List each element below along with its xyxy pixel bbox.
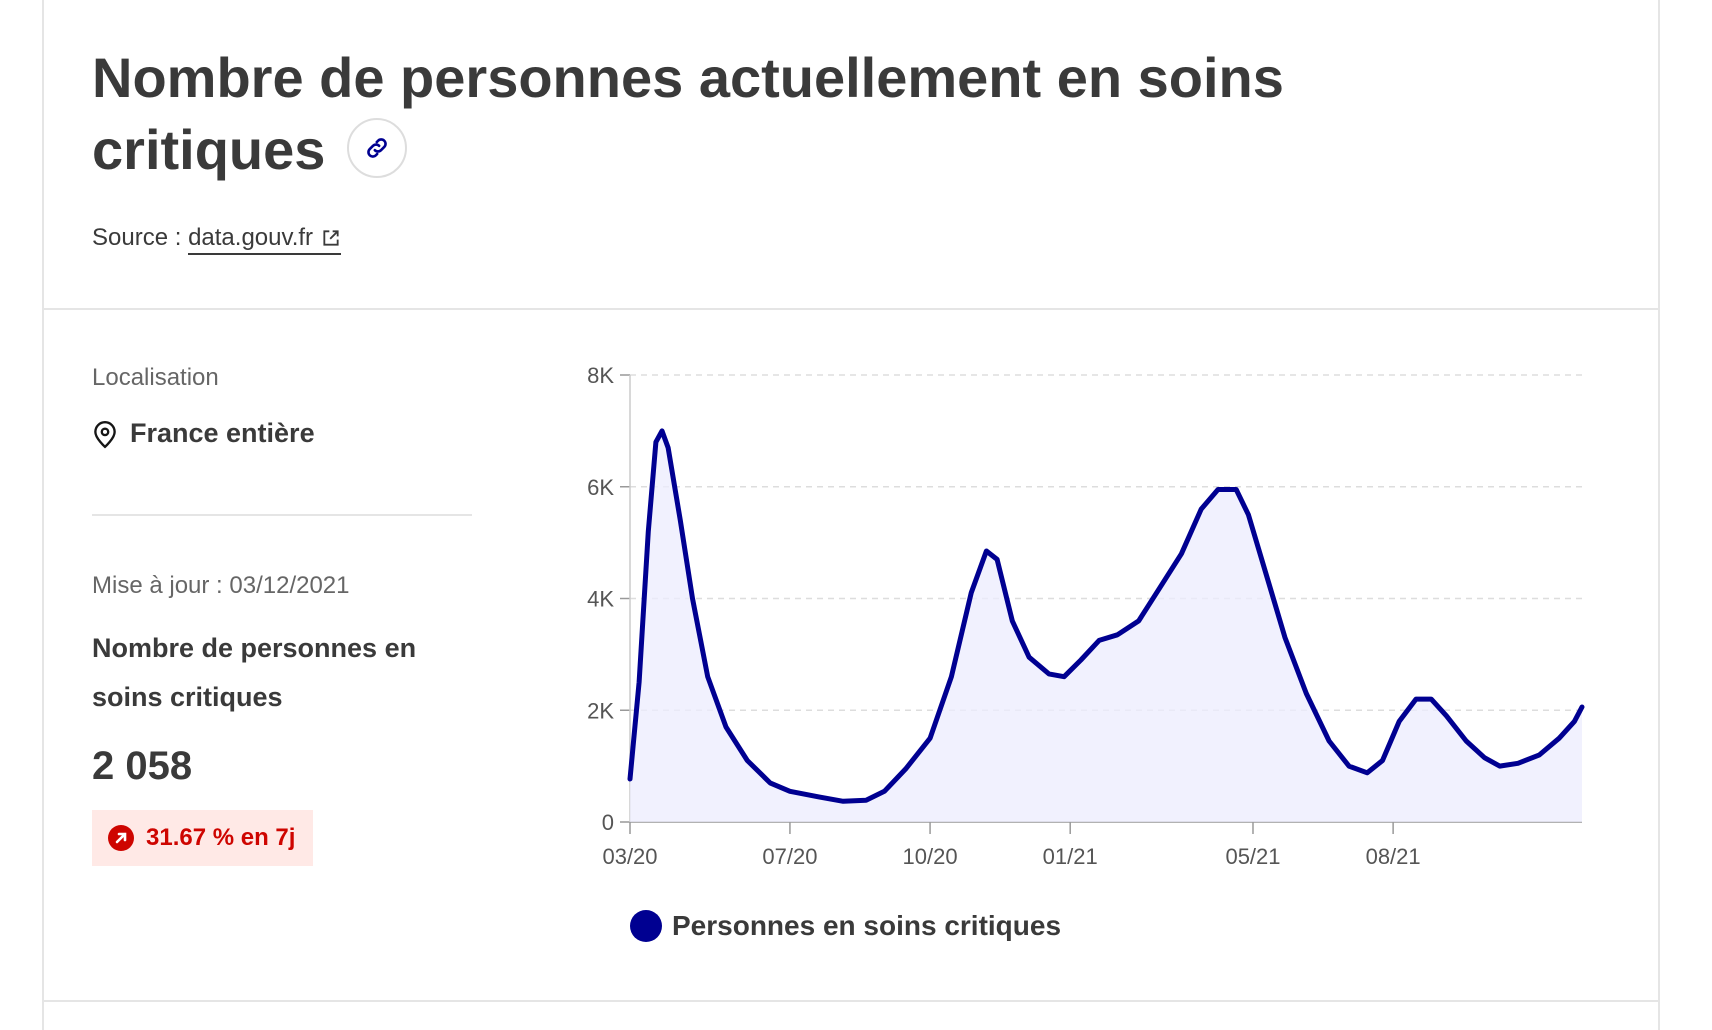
chart-legend: Personnes en soins critiques xyxy=(630,910,1061,942)
critical-care-chart: 0 2K 4K 6K 8K 03/20 07/20 10/20 01/21 05/21 08/21 xyxy=(587,363,1585,869)
series-area xyxy=(630,430,1582,822)
y-tick-label: 8K xyxy=(587,363,614,388)
map-pin-icon xyxy=(94,420,116,448)
y-tick-label: 0 xyxy=(602,810,614,835)
header-divider xyxy=(42,308,1660,310)
series-line xyxy=(627,428,1585,804)
x-tick-label: 03/20 xyxy=(602,844,657,869)
x-tick-label: 05/21 xyxy=(1225,844,1280,869)
page-title-text: Nombre de personnes actuellement en soin… xyxy=(92,46,1284,181)
y-tick-label: 2K xyxy=(587,698,614,723)
source-label: Source : xyxy=(92,224,182,251)
legend-marker xyxy=(630,910,662,942)
location-label: Localisation xyxy=(92,364,219,391)
metric-label: Nombre de personnes en soins critiques xyxy=(92,633,417,712)
update-date: Mise à jour : 03/12/2021 xyxy=(92,572,350,599)
source-line: Source : data.gouv.fr xyxy=(92,224,342,255)
trend-text: 31.67 % en 7j xyxy=(146,824,296,851)
x-tick-label: 10/20 xyxy=(903,844,958,869)
source-link-text[interactable]: data.gouv.fr xyxy=(188,224,314,251)
y-tick-label: 4K xyxy=(587,587,614,612)
indicator-card xyxy=(42,0,1660,1030)
link-icon xyxy=(367,138,388,159)
x-tick-label: 07/20 xyxy=(762,844,817,869)
source-link[interactable]: data.gouv.fr xyxy=(188,224,342,255)
x-tick-label: 08/21 xyxy=(1366,844,1421,869)
external-link-icon xyxy=(323,230,339,246)
y-tick-label: 6K xyxy=(587,475,614,500)
footer-divider xyxy=(42,1000,1660,1002)
arrow-up-right-icon xyxy=(108,825,134,851)
page-title: Nombre de personnes actuellement en soin… xyxy=(92,42,1392,186)
sidebar-divider xyxy=(92,514,472,516)
location-value-text: France entière xyxy=(130,418,315,448)
trend-badge: 31.67 % en 7j xyxy=(92,810,314,866)
location-value: France entière xyxy=(92,418,315,449)
copy-link-button[interactable] xyxy=(347,118,408,179)
legend-label: Personnes en soins critiques xyxy=(672,910,1062,941)
metric-value: 2 058 xyxy=(92,744,193,788)
x-tick-label: 01/21 xyxy=(1043,844,1098,869)
